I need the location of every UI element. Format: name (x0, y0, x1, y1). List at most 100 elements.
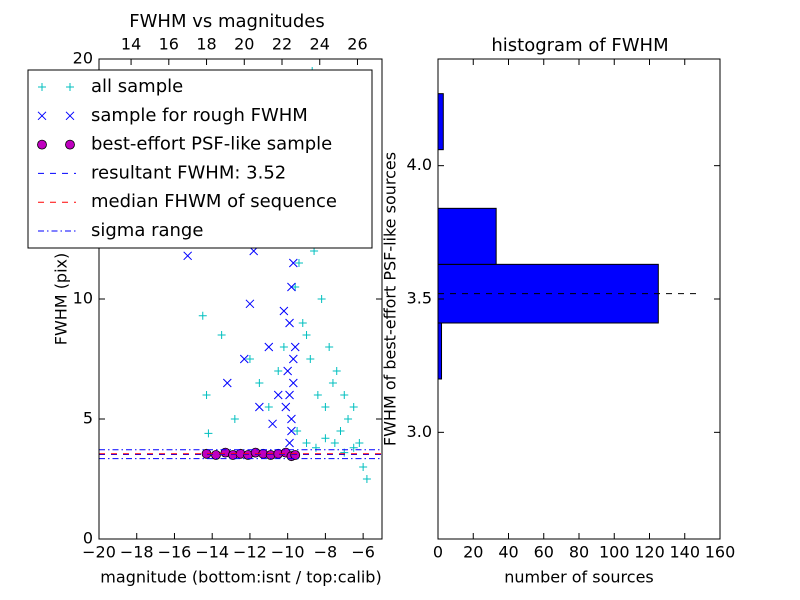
x-tick-label: 0 (433, 543, 443, 562)
x2-tick-label: 22 (272, 35, 292, 54)
x-tick-label: −20 (82, 543, 116, 562)
x-tick-label: 60 (534, 543, 554, 562)
left-axes: −20 −18 −16 −14 −12 −10 −8 −6 14 16 18 20 22 24 26 0 5 10… (27, 11, 383, 587)
x-tick-label: −12 (233, 543, 267, 562)
plus-marker (355, 439, 364, 447)
plus-marker (362, 475, 371, 483)
plus-marker (202, 391, 211, 399)
plus-marker (291, 283, 300, 291)
x-marker (288, 354, 298, 364)
bar (437, 207, 497, 265)
right-axes: 0 20 40 60 80 100 120 140 160 3.0 3.5 4.0 histogram … (381, 35, 736, 587)
x-marker (183, 251, 193, 261)
plus-marker (349, 403, 358, 411)
x-marker (287, 414, 296, 424)
chart-title: FWHM vs magnitudes (129, 11, 324, 32)
x-marker (288, 378, 298, 388)
x-tick-label: −14 (195, 543, 229, 562)
plus-marker (66, 83, 74, 91)
plus-marker (204, 429, 213, 438)
x-marker (285, 390, 294, 400)
x2-tick-label: 24 (310, 35, 330, 54)
x-tick-label: −6 (351, 543, 375, 562)
x-marker (245, 299, 255, 309)
plus-marker (325, 343, 334, 351)
plus-marker (328, 379, 337, 387)
plus-marker (217, 331, 226, 339)
legend-label: all sample (91, 76, 183, 97)
x-marker (268, 419, 277, 429)
plus-marker (198, 311, 207, 320)
plus-marker (330, 439, 339, 447)
plus-marker (264, 403, 273, 411)
plus-marker (302, 439, 311, 447)
y-axis-label: FWHM (pix) (52, 253, 71, 346)
y-tick-label: 3.5 (407, 289, 432, 308)
legend-label: median FHWM of sequence (91, 191, 337, 212)
legend-label: sigma range (91, 220, 203, 241)
x2-tick-label: 14 (121, 35, 141, 54)
y-axis-label: FWHM of best-effort PSF-like sources (381, 152, 400, 446)
plus-marker (294, 259, 303, 267)
x-marker (273, 390, 283, 400)
x-axis-label: magnitude (bottom:isnt / top:calib) (100, 568, 381, 587)
x-marker (279, 306, 289, 316)
x2-tick-label: 26 (347, 35, 367, 54)
x-tick-label: −10 (271, 543, 305, 562)
plus-marker (317, 295, 326, 303)
x-marker (285, 318, 294, 328)
x-tick-label: 160 (705, 543, 736, 562)
legend-label: sample for rough FWHM (91, 105, 308, 126)
x-marker (287, 426, 296, 436)
x-axis-label: number of sources (504, 568, 654, 587)
chart-title: histogram of FWHM (491, 35, 668, 56)
plus-marker (321, 403, 330, 411)
plus-marker (321, 434, 330, 443)
legend-label: resultant FWHM: 3.52 (91, 162, 286, 183)
x-marker (222, 378, 232, 388)
x2-tick-label: 16 (159, 35, 179, 54)
x-tick-label: 140 (669, 543, 700, 562)
circle-marker (37, 139, 47, 150)
y-tick-label: 20 (73, 49, 93, 68)
x-marker (239, 354, 249, 364)
x-tick-label: 100 (599, 543, 630, 562)
plus-marker (274, 367, 283, 375)
plus-marker (311, 443, 320, 452)
plus-marker (332, 367, 341, 375)
x2-tick-label: 18 (196, 35, 216, 54)
x-marker (287, 282, 296, 292)
plus-marker (344, 415, 353, 423)
x-marker (37, 111, 47, 121)
plus-marker (298, 319, 307, 327)
plus-marker (255, 379, 264, 387)
y-tick-label: 5 (83, 409, 93, 428)
x-marker (290, 342, 300, 352)
plus-marker (359, 463, 368, 471)
plus-marker (279, 343, 288, 351)
x2-tick-label: 20 (234, 35, 254, 54)
plus-marker (313, 391, 322, 399)
y-tick-label: 4.0 (407, 155, 432, 174)
plus-marker (293, 427, 302, 435)
x-tick-label: −18 (120, 543, 154, 562)
legend-label: best-effort PSF-like sample (91, 134, 332, 155)
circle-marker (65, 139, 75, 150)
x-marker (288, 258, 298, 268)
x-tick-label: −8 (314, 543, 338, 562)
x-marker (255, 402, 264, 412)
x-marker (281, 402, 291, 412)
plus-marker (38, 83, 46, 91)
legend: all sample sample for rough FWHM best-effo… (27, 69, 373, 249)
x-marker (285, 438, 294, 448)
y-tick-label: 10 (73, 289, 93, 308)
x-marker (264, 342, 274, 352)
y-tick-label: 0 (83, 529, 93, 548)
plus-marker (306, 355, 315, 363)
bar (437, 93, 444, 151)
x-marker (283, 366, 293, 376)
x-tick-label: 120 (634, 543, 665, 562)
x-tick-label: 20 (463, 543, 483, 562)
x-marker (65, 111, 75, 121)
